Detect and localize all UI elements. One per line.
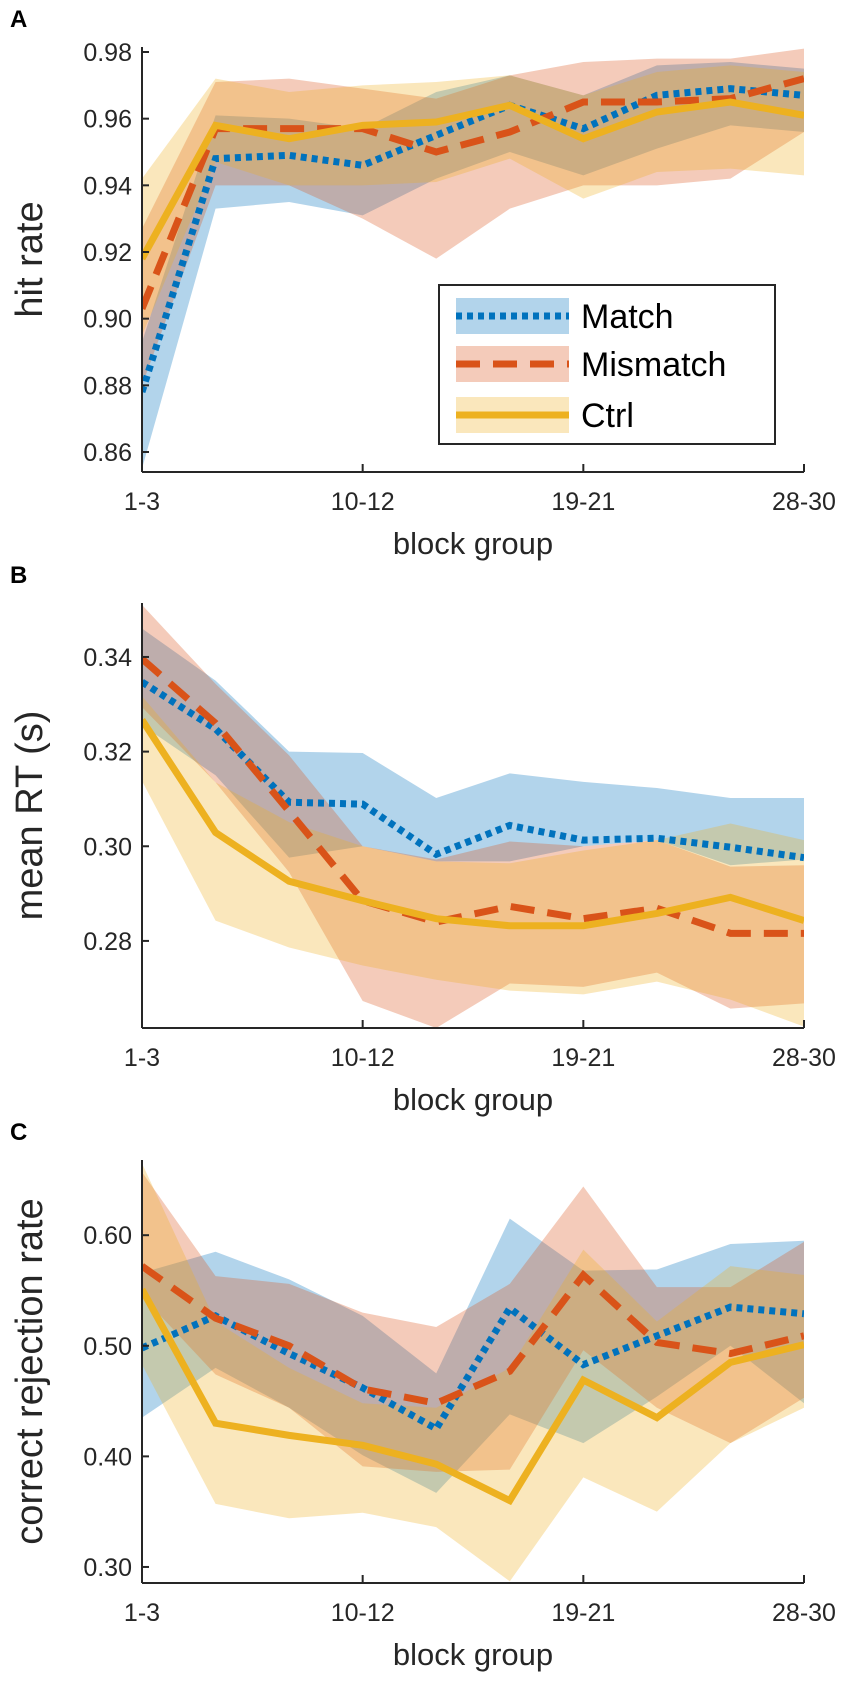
x-tick-label: 1-3 xyxy=(124,488,160,516)
y-tick-label: 0.40 xyxy=(83,1443,132,1471)
series-line-ctrl xyxy=(142,98,804,261)
x-tick-label: 28-30 xyxy=(772,1044,836,1072)
x-tick-label: 19-21 xyxy=(551,1044,615,1072)
y-tick-label: 0.60 xyxy=(83,1222,132,1250)
x-tick-label: 19-21 xyxy=(551,1599,615,1627)
x-tick-label: 10-12 xyxy=(331,1044,395,1072)
legend-label-mismatch: Mismatch xyxy=(581,346,726,384)
y-axis-label: mean RT (s) xyxy=(9,711,51,921)
plot-area xyxy=(142,48,804,469)
x-tick-label: 1-3 xyxy=(124,1599,160,1627)
x-axis-label: block group xyxy=(393,1082,553,1117)
y-tick-label: 0.96 xyxy=(83,106,132,134)
y-tick-label: 0.98 xyxy=(83,39,132,67)
series-line-ctrl xyxy=(142,1287,804,1506)
panel-a: 0.86 0.88 0.90 0.92 0.94 0.96 0.98 1-3 10-12 19-2… xyxy=(9,6,836,561)
x-axis-label: block group xyxy=(393,526,553,561)
y-tick-label: 0.34 xyxy=(83,644,132,672)
confidence-band-mismatch xyxy=(142,604,804,1028)
y-tick-label: 0.94 xyxy=(83,172,132,200)
plot-area xyxy=(142,604,804,1028)
confidence-band-mismatch xyxy=(142,1172,804,1472)
y-tick-label: 0.88 xyxy=(83,372,132,400)
plot-area xyxy=(142,1163,804,1582)
y-tick-label: 0.28 xyxy=(83,928,132,956)
y-tick-label: 0.92 xyxy=(83,239,132,267)
x-axis-label: block group xyxy=(393,1637,553,1672)
y-tick-label: 0.30 xyxy=(83,1554,132,1582)
legend-label-match: Match xyxy=(581,298,674,336)
panel-c: 0.30 0.40 0.50 0.60 1-3 10-12 19-21 28-30 block … xyxy=(9,1119,836,1672)
series-line-match xyxy=(142,679,804,862)
confidence-band-ctrl xyxy=(142,1163,804,1582)
x-tick-label: 10-12 xyxy=(331,488,395,516)
x-tick-label: 19-21 xyxy=(551,488,615,516)
x-tick-label: 1-3 xyxy=(124,1044,160,1072)
panel-b: 0.28 0.30 0.32 0.34 1-3 10-12 19-21 28-30 block … xyxy=(9,562,836,1117)
confidence-band-match xyxy=(142,62,804,469)
series-line-mismatch xyxy=(142,1263,804,1407)
y-tick-label: 0.50 xyxy=(83,1333,132,1361)
y-tick-label: 0.90 xyxy=(83,306,132,334)
series-line-ctrl xyxy=(142,717,804,930)
x-tick-label: 28-30 xyxy=(772,1599,836,1627)
y-tick-label: 0.32 xyxy=(83,739,132,767)
y-axis-label: hit rate xyxy=(9,201,51,317)
legend-label-ctrl: Ctrl xyxy=(581,397,634,435)
confidence-band-ctrl xyxy=(142,696,804,1027)
series-line-mismatch xyxy=(142,656,804,937)
panel-letter: C xyxy=(10,1119,27,1146)
y-axis-label: correct rejection rate xyxy=(9,1198,51,1544)
confidence-band-match xyxy=(142,1218,804,1493)
x-tick-label: 10-12 xyxy=(331,1599,395,1627)
y-tick-label: 0.86 xyxy=(83,439,132,467)
y-tick-label: 0.30 xyxy=(83,833,132,861)
panel-letter: A xyxy=(10,6,27,33)
panel-letter: B xyxy=(10,562,27,589)
series-line-match xyxy=(142,85,804,394)
x-tick-label: 28-30 xyxy=(772,488,836,516)
legend: Match Mismatch Ctrl xyxy=(438,284,776,445)
